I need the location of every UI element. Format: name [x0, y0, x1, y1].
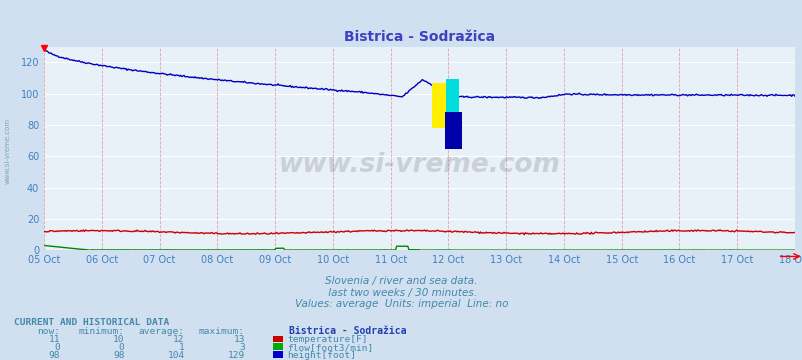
Text: www.si-vreme.com: www.si-vreme.com [5, 118, 11, 184]
Text: 98: 98 [49, 351, 60, 360]
Text: 0: 0 [55, 343, 60, 352]
Text: minimum:: minimum: [79, 327, 124, 336]
Text: height[foot]: height[foot] [287, 351, 356, 360]
Text: 129: 129 [228, 351, 245, 360]
Text: average:: average: [139, 327, 184, 336]
Text: 11: 11 [49, 335, 60, 344]
FancyBboxPatch shape [444, 112, 461, 149]
Text: www.si-vreme.com: www.si-vreme.com [278, 152, 560, 178]
Text: maximum:: maximum: [199, 327, 245, 336]
Title: Bistrica - Sodražica: Bistrica - Sodražica [343, 30, 495, 44]
Text: now:: now: [37, 327, 60, 336]
FancyBboxPatch shape [445, 79, 459, 149]
Text: 13: 13 [233, 335, 245, 344]
Text: Values: average  Units: imperial  Line: no: Values: average Units: imperial Line: no [294, 300, 508, 310]
Text: last two weeks / 30 minutes.: last two weeks / 30 minutes. [325, 288, 477, 298]
Text: 10: 10 [113, 335, 124, 344]
Text: 104: 104 [168, 351, 184, 360]
Text: 1: 1 [179, 343, 184, 352]
Text: Bistrica - Sodražica: Bistrica - Sodražica [289, 326, 406, 336]
Text: 3: 3 [239, 343, 245, 352]
Text: temperature[F]: temperature[F] [287, 335, 367, 344]
Text: 98: 98 [113, 351, 124, 360]
FancyBboxPatch shape [431, 84, 445, 128]
Text: Slovenia / river and sea data.: Slovenia / river and sea data. [325, 276, 477, 287]
Text: 12: 12 [173, 335, 184, 344]
Text: CURRENT AND HISTORICAL DATA: CURRENT AND HISTORICAL DATA [14, 318, 169, 327]
Text: flow[foot3/min]: flow[foot3/min] [287, 343, 373, 352]
Text: 0: 0 [119, 343, 124, 352]
